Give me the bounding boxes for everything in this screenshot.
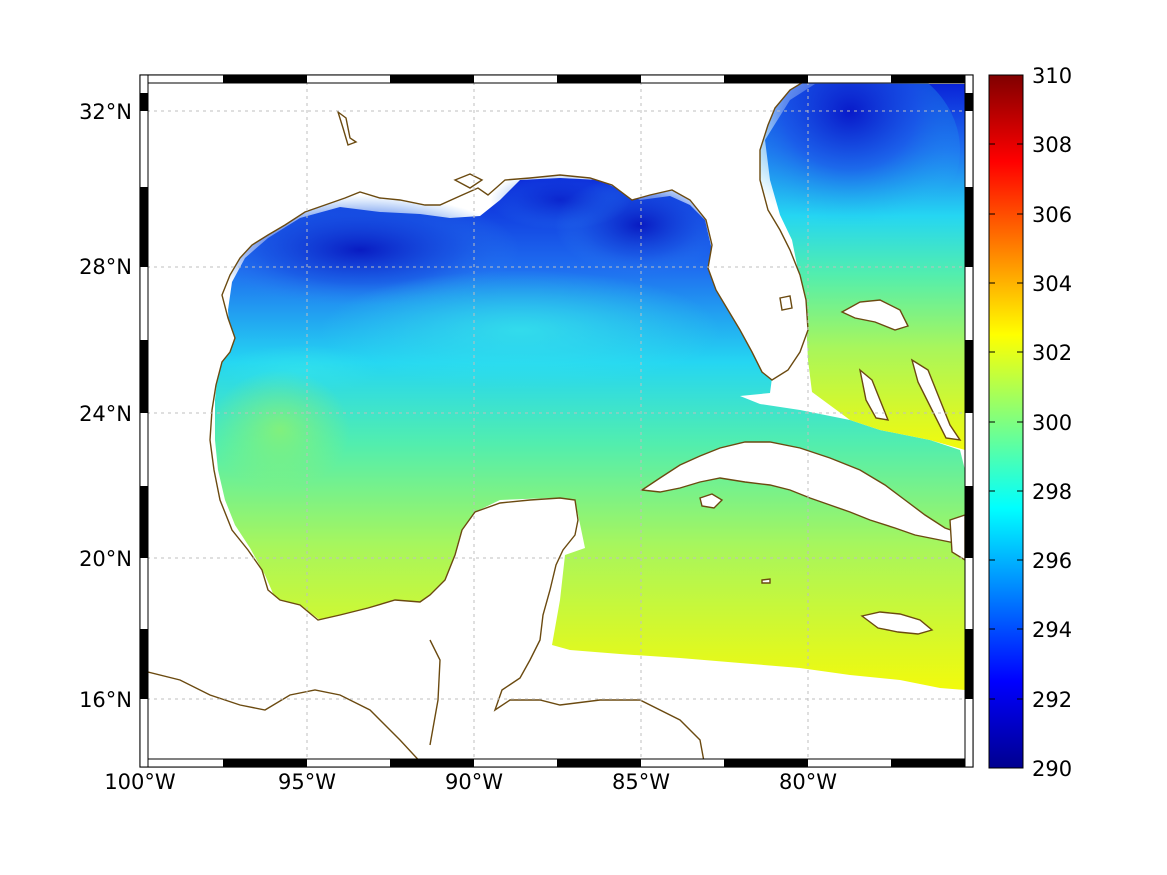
lat-label-32: 32°N bbox=[79, 100, 132, 124]
longitude-labels: 100°W 95°W 90°W 85°W 80°W bbox=[104, 770, 837, 794]
colorbar-tick-308: 308 bbox=[1032, 133, 1072, 157]
colorbar-tick-292: 292 bbox=[1032, 688, 1072, 712]
bahamas-east bbox=[910, 358, 962, 441]
coastlines bbox=[140, 75, 966, 767]
colorbar-tick-labels: 310 308 306 304 302 300 298 296 294 292 … bbox=[1032, 64, 1072, 781]
bahamas-north bbox=[840, 299, 909, 331]
latitude-labels: 32°N 28°N 24°N 20°N 16°N bbox=[79, 100, 132, 712]
colorbar-tick-302: 302 bbox=[1032, 341, 1072, 365]
colorbar-tick-294: 294 bbox=[1032, 618, 1072, 642]
us-gulf-coast-land bbox=[140, 75, 817, 767]
lon-label-80w: 80°W bbox=[779, 770, 837, 794]
sst-field bbox=[200, 75, 965, 690]
lake-okeechobee bbox=[779, 295, 793, 311]
frame-top-bar bbox=[139, 74, 974, 84]
central-america-coast bbox=[140, 669, 426, 767]
lake-pontchartrain bbox=[453, 173, 484, 189]
lat-label-20: 20°N bbox=[79, 547, 132, 571]
small-lake-north bbox=[336, 110, 358, 146]
lat-label-16: 16°N bbox=[79, 688, 132, 712]
lat-label-24: 24°N bbox=[79, 402, 132, 426]
bahamas-andros bbox=[858, 368, 890, 421]
jamaica-land bbox=[860, 611, 934, 635]
swan-islands bbox=[761, 578, 771, 584]
lon-label-90w: 90°W bbox=[445, 770, 503, 794]
lon-label-100w: 100°W bbox=[104, 770, 176, 794]
colorbar-tick-304: 304 bbox=[1032, 272, 1072, 296]
frame-bottom-bar bbox=[139, 758, 974, 768]
lat-label-28: 28°N bbox=[79, 255, 132, 279]
graticule bbox=[140, 75, 973, 767]
lon-label-95w: 95°W bbox=[278, 770, 336, 794]
colorbar-tick-306: 306 bbox=[1032, 203, 1072, 227]
frame-right-bar bbox=[964, 74, 974, 768]
frame-left-bar bbox=[139, 74, 149, 768]
colorbar-tick-300: 300 bbox=[1032, 411, 1072, 435]
colorbar-tick-310: 310 bbox=[1032, 64, 1072, 88]
colorbar-tick-290: 290 bbox=[1032, 757, 1072, 781]
map-frame bbox=[139, 74, 974, 768]
colorbar: 310 308 306 304 302 300 298 296 294 292 … bbox=[988, 64, 1072, 781]
colorbar-tick-296: 296 bbox=[1032, 549, 1072, 573]
colorbar-tick-298: 298 bbox=[1032, 480, 1072, 504]
yucatan-west-coast bbox=[429, 639, 441, 746]
lon-label-85w: 85°W bbox=[612, 770, 670, 794]
isle-of-youth bbox=[699, 493, 724, 509]
